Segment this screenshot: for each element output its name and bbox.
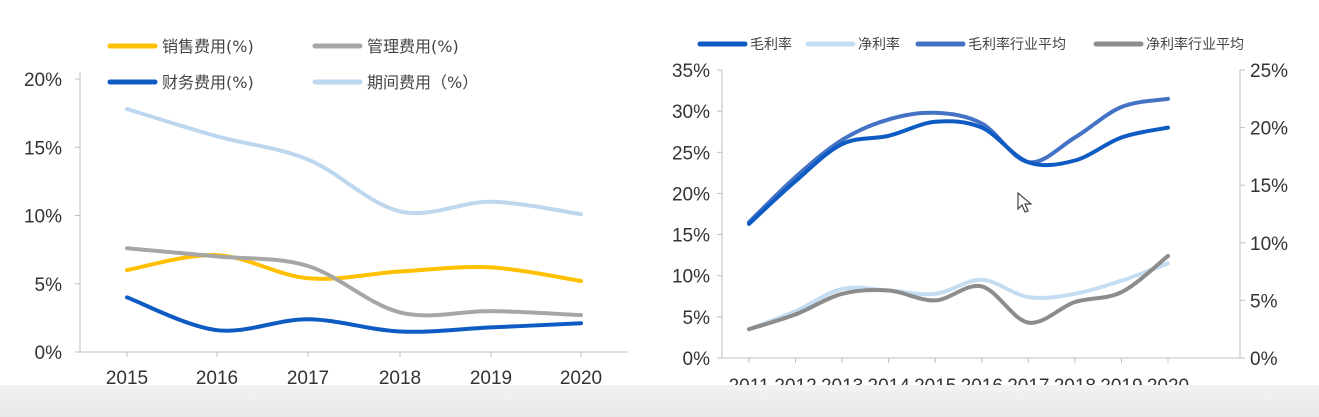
y2-tick-label: 15% xyxy=(1250,176,1288,197)
legend-label: 毛利率 xyxy=(750,36,792,53)
y-tick-label: 15% xyxy=(24,138,62,159)
x-tick-label: 2020 xyxy=(560,368,602,389)
y-tick-label: 35% xyxy=(672,61,710,82)
legend-label: 净利率 xyxy=(858,36,900,53)
series-line-2 xyxy=(125,295,583,334)
series-line-1 xyxy=(125,246,583,318)
legend-label: 销售费用(%) xyxy=(162,37,254,56)
series-line-0 xyxy=(125,253,583,283)
y-tick-label: 30% xyxy=(672,102,710,123)
y-tick-label: 10% xyxy=(24,207,62,228)
y2-tick-label: 0% xyxy=(1250,349,1278,370)
legend-label: 毛利率行业平均 xyxy=(968,36,1066,53)
y-tick-label: 5% xyxy=(683,308,711,329)
mouse-cursor-icon xyxy=(1017,191,1033,213)
x-tick-label: 2019 xyxy=(470,368,512,389)
y-tick-label: 25% xyxy=(672,143,710,164)
x-tick-label: 2015 xyxy=(106,368,148,389)
y2-tick-label: 5% xyxy=(1250,291,1278,312)
x-tick-label: 2017 xyxy=(287,368,329,389)
x-tick-label: 2018 xyxy=(379,368,421,389)
y-tick-label: 20% xyxy=(672,184,710,205)
legend-label: 管理费用(%) xyxy=(367,37,459,56)
series-line-3 xyxy=(747,254,1170,332)
bottom-bar xyxy=(0,385,1319,417)
y2-tick-label: 10% xyxy=(1250,234,1288,255)
series-line-1 xyxy=(747,261,1170,332)
margin-ratio-chart: 0%5%10%15%20%25%30%35%0%5%10%15%20%25%20… xyxy=(672,36,1288,397)
y-tick-label: 20% xyxy=(24,70,62,91)
series-line-3 xyxy=(125,107,583,217)
y2-tick-label: 20% xyxy=(1250,119,1288,140)
expense-ratio-chart: 0% 5% 10% 15% 20% 2015 2016 2017 2018 2019 2020 销售费… xyxy=(24,37,628,389)
x-tick-label: 2016 xyxy=(196,368,238,389)
y-tick-label: 5% xyxy=(35,275,63,296)
legend-label: 净利率行业平均 xyxy=(1146,36,1244,53)
legend-label: 期间费用（%） xyxy=(367,73,478,92)
y-tick-label: 0% xyxy=(35,343,63,364)
y-tick-label: 10% xyxy=(672,267,710,288)
legend-label: 财务费用(%) xyxy=(162,73,254,92)
y-tick-label: 15% xyxy=(672,226,710,247)
series-line-2 xyxy=(747,96,1170,225)
y-tick-label: 0% xyxy=(683,349,711,370)
y2-tick-label: 25% xyxy=(1250,61,1288,82)
series-line-0 xyxy=(747,119,1170,226)
